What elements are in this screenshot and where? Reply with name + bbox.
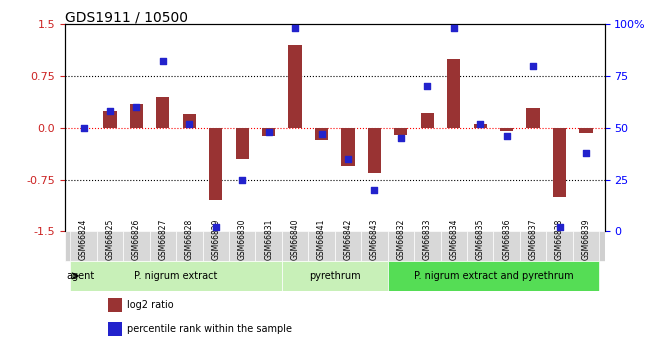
FancyBboxPatch shape	[150, 231, 176, 261]
Bar	[579, 128, 593, 133]
Bar	[315, 128, 328, 140]
Text: GSM66834: GSM66834	[449, 218, 458, 259]
FancyBboxPatch shape	[493, 231, 520, 261]
Bar	[235, 128, 249, 159]
FancyBboxPatch shape	[282, 231, 308, 261]
Text: P. nigrum extract: P. nigrum extract	[135, 271, 218, 281]
FancyBboxPatch shape	[308, 231, 335, 261]
Text: GSM66827: GSM66827	[159, 218, 167, 259]
Text: GSM66831: GSM66831	[264, 218, 273, 259]
Point	[422, 83, 432, 89]
Point	[369, 187, 380, 193]
Point	[211, 225, 221, 230]
Text: pyrethrum: pyrethrum	[309, 271, 361, 281]
FancyBboxPatch shape	[414, 231, 441, 261]
Text: GSM66838: GSM66838	[555, 218, 564, 259]
Point	[554, 225, 565, 230]
FancyBboxPatch shape	[546, 231, 573, 261]
Bar	[474, 124, 487, 128]
FancyBboxPatch shape	[573, 231, 599, 261]
Text: GSM66840: GSM66840	[291, 218, 300, 259]
Text: GSM66829: GSM66829	[211, 218, 220, 259]
Point	[501, 134, 512, 139]
Text: GSM66833: GSM66833	[422, 218, 432, 259]
FancyBboxPatch shape	[65, 231, 604, 261]
FancyBboxPatch shape	[255, 231, 282, 261]
Text: GSM66824: GSM66824	[79, 218, 88, 259]
FancyBboxPatch shape	[467, 231, 493, 261]
FancyBboxPatch shape	[229, 231, 255, 261]
Text: GSM66841: GSM66841	[317, 218, 326, 259]
Bar	[108, 298, 122, 312]
Bar	[108, 322, 122, 336]
Text: P. nigrum extract and pyrethrum: P. nigrum extract and pyrethrum	[413, 271, 573, 281]
FancyBboxPatch shape	[176, 231, 203, 261]
Text: agent: agent	[66, 271, 94, 281]
FancyBboxPatch shape	[361, 231, 387, 261]
FancyBboxPatch shape	[520, 231, 546, 261]
Bar	[209, 128, 222, 200]
Text: GSM66830: GSM66830	[238, 218, 247, 259]
Text: GSM66835: GSM66835	[476, 218, 485, 259]
Bar	[341, 128, 355, 166]
Point	[581, 150, 592, 156]
FancyBboxPatch shape	[387, 231, 414, 261]
Text: GSM66826: GSM66826	[132, 218, 141, 259]
Bar	[183, 114, 196, 128]
Point	[317, 131, 327, 137]
FancyBboxPatch shape	[203, 231, 229, 261]
Point	[184, 121, 194, 126]
Point	[158, 59, 168, 64]
Text: percentile rank within the sample: percentile rank within the sample	[127, 324, 292, 334]
Text: log2 ratio: log2 ratio	[127, 300, 174, 310]
Bar	[395, 128, 408, 135]
FancyBboxPatch shape	[335, 231, 361, 261]
Point	[448, 26, 459, 31]
Bar	[368, 128, 381, 173]
Point	[290, 26, 300, 31]
FancyBboxPatch shape	[441, 231, 467, 261]
Point	[396, 136, 406, 141]
Text: GSM66843: GSM66843	[370, 218, 379, 259]
Bar	[130, 104, 143, 128]
Bar	[553, 128, 566, 197]
FancyBboxPatch shape	[124, 231, 150, 261]
Text: GSM66828: GSM66828	[185, 218, 194, 259]
FancyBboxPatch shape	[70, 231, 97, 261]
Text: GSM66825: GSM66825	[105, 218, 114, 259]
Bar	[500, 128, 514, 130]
Bar	[103, 110, 116, 128]
FancyBboxPatch shape	[387, 261, 599, 291]
FancyBboxPatch shape	[70, 261, 282, 291]
Point	[528, 63, 538, 68]
Text: GSM66839: GSM66839	[582, 218, 590, 259]
Point	[343, 156, 353, 162]
FancyBboxPatch shape	[97, 231, 124, 261]
Bar	[526, 108, 539, 128]
Bar	[289, 45, 302, 128]
Point	[237, 177, 248, 183]
Bar	[156, 97, 170, 128]
Text: GDS1911 / 10500: GDS1911 / 10500	[65, 10, 188, 24]
Point	[263, 129, 274, 135]
Text: GSM66832: GSM66832	[396, 218, 406, 259]
Text: GSM66842: GSM66842	[343, 218, 352, 259]
Text: GSM66836: GSM66836	[502, 218, 511, 259]
Bar	[447, 59, 460, 128]
Bar	[421, 112, 434, 128]
FancyBboxPatch shape	[282, 261, 387, 291]
Point	[105, 108, 115, 114]
Point	[475, 121, 486, 126]
Bar	[262, 128, 275, 136]
Point	[131, 104, 142, 110]
Point	[78, 125, 88, 130]
Text: GSM66837: GSM66837	[528, 218, 538, 259]
